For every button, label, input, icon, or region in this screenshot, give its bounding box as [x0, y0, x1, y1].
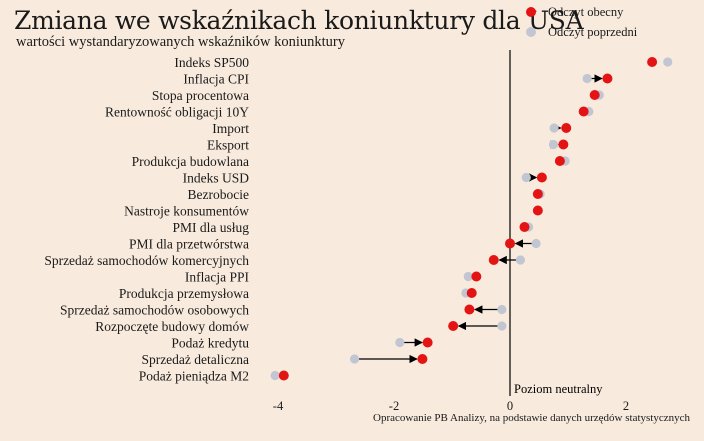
category-label: Indeks SP500 — [174, 55, 249, 70]
category-label: PMI dla przetwórstwa — [129, 237, 249, 252]
current-value-dot — [554, 156, 565, 166]
previous-value-dot — [582, 73, 592, 84]
current-value-dot — [647, 57, 658, 67]
legend-current-dot — [526, 7, 536, 17]
current-value-dot — [417, 354, 428, 364]
category-label: Eksport — [207, 138, 249, 153]
x-tick-label: 2 — [623, 399, 629, 413]
category-label: Sprzedaż samochodów komercyjnych — [44, 253, 249, 268]
category-label: Stopa procentowa — [152, 88, 249, 103]
current-value-dot — [466, 288, 477, 298]
previous-value-dot — [395, 337, 405, 348]
previous-value-dot — [349, 354, 360, 364]
legend-current-label: Odczyt obecny — [548, 4, 624, 19]
category-label: Inflacja PPI — [185, 270, 250, 285]
previous-value-dot — [270, 370, 280, 381]
previous-value-dot — [497, 321, 507, 331]
current-value-dot — [519, 222, 530, 232]
previous-value-dot — [548, 139, 559, 150]
legend-previous-dot — [526, 27, 536, 37]
category-label: PMI dla usług — [172, 220, 249, 235]
legend-item-previous: Odczyt poprzedni — [526, 22, 637, 42]
chart-subtitle: wartości wystandaryzowanych wskaźników k… — [16, 34, 345, 50]
current-value-dot — [488, 255, 499, 265]
legend-previous-label: Odczyt poprzedni — [548, 24, 638, 39]
category-label: Rentowność obligacji 10Y — [105, 105, 249, 120]
current-value-dot — [561, 123, 572, 133]
source-caption: Opracowanie PB Analizy, na podstawie dan… — [373, 412, 690, 424]
category-label: Produkcja przemysłowa — [119, 286, 249, 301]
category-label: Indeks USD — [183, 171, 250, 186]
category-label: Produkcja budowlana — [132, 154, 249, 169]
category-label: Rozpoczęte budowy domów — [95, 319, 249, 334]
current-value-dot — [464, 304, 475, 315]
category-label: Import — [212, 121, 249, 136]
previous-value-dot — [521, 172, 531, 183]
current-value-dot — [532, 205, 543, 216]
x-tick-label: 0 — [507, 399, 513, 413]
previous-value-dot — [531, 238, 541, 249]
category-label: Sprzedaż samochodów osobowych — [60, 303, 249, 318]
category-label: Sprzedaż detaliczna — [141, 352, 249, 367]
current-value-dot — [558, 139, 569, 150]
current-value-dot — [602, 73, 613, 84]
previous-value-dot — [663, 57, 673, 67]
legend: Odczyt obecny Odczyt poprzedni — [526, 2, 637, 42]
legend-item-current: Odczyt obecny — [526, 2, 637, 22]
previous-value-dot — [497, 304, 507, 315]
x-tick-label: -4 — [273, 399, 284, 413]
current-value-dot — [471, 271, 482, 282]
current-value-dot — [505, 238, 515, 249]
previous-value-dot — [549, 123, 559, 133]
current-value-dot — [422, 337, 433, 348]
category-label: Podaż pieniądza M2 — [139, 369, 249, 384]
x-tick-label: -2 — [389, 399, 399, 413]
previous-value-dot — [515, 255, 526, 265]
previous-value-dot — [463, 271, 473, 282]
current-value-dot — [448, 321, 459, 331]
category-label: Inflacja CPI — [183, 72, 249, 87]
chart-title: Zmiana we wskaźnikach koniunktury dla US… — [14, 6, 584, 35]
category-label: Nastroje konsumentów — [124, 204, 249, 219]
current-value-dot — [536, 172, 547, 183]
current-value-dot — [278, 370, 289, 381]
category-label: Bezrobocie — [188, 187, 249, 202]
current-value-dot — [532, 189, 543, 199]
category-label: Podaż kredytu — [171, 336, 249, 351]
current-value-dot — [589, 90, 600, 100]
current-value-dot — [578, 106, 589, 117]
neutral-level-label: Poziom neutralny — [514, 382, 603, 396]
